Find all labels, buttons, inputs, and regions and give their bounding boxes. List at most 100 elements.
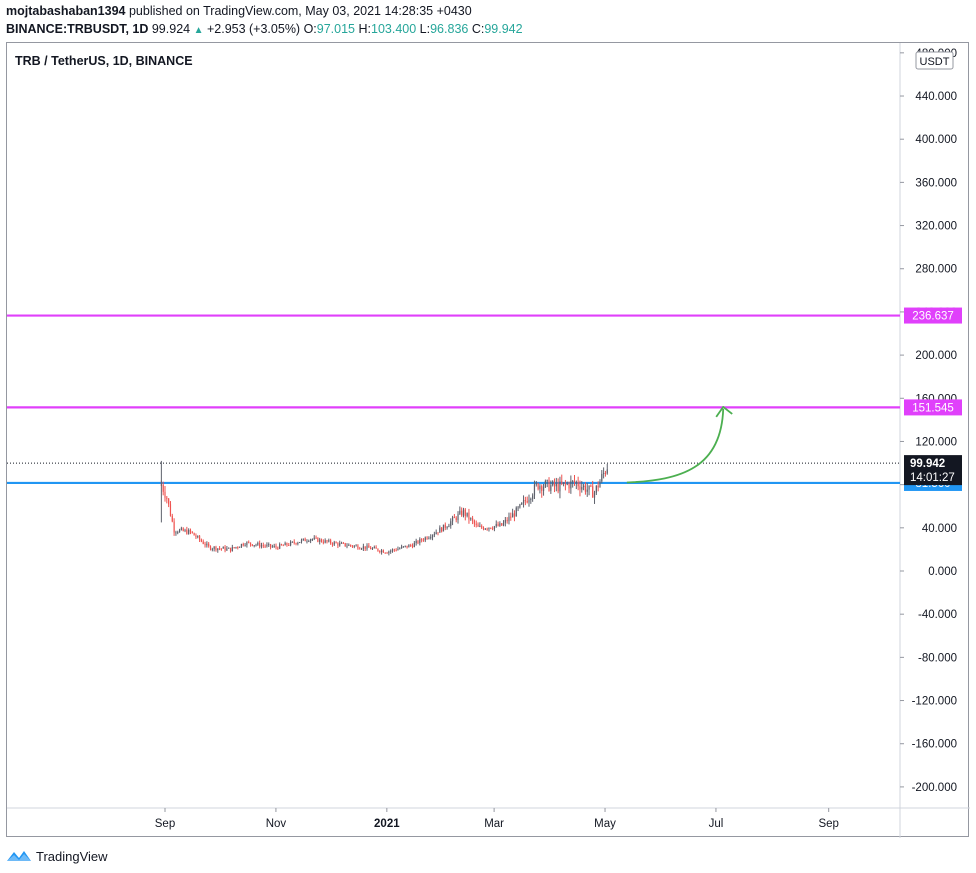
candle-body — [246, 542, 248, 546]
chart-frame[interactable]: TRB / TetherUS, 1D, BINANCE480.000440.00… — [6, 42, 970, 838]
y-tick-label: 280.000 — [915, 264, 957, 276]
y-tick-label: 320.000 — [915, 221, 957, 233]
close-value: 99.942 — [484, 22, 523, 36]
candle-body — [595, 485, 597, 493]
y-tick-label: -80.000 — [918, 652, 957, 664]
candle-body — [552, 481, 554, 486]
candle-body — [562, 482, 565, 484]
candle-body — [499, 523, 501, 526]
projection-arrow — [626, 408, 725, 484]
candle-body — [586, 489, 588, 492]
candle-body — [204, 543, 206, 546]
candle-body — [546, 480, 548, 482]
candle-body — [282, 545, 284, 547]
candle-body — [584, 485, 587, 492]
candle-body — [537, 483, 539, 490]
candle-body — [249, 542, 252, 545]
candle-body — [319, 539, 321, 542]
candle-body — [178, 529, 181, 533]
candle-body — [526, 501, 528, 503]
candle-body — [346, 545, 348, 547]
candle-body — [320, 539, 323, 542]
candle-body — [542, 486, 545, 491]
candle-body — [519, 504, 521, 508]
candle-body — [357, 545, 359, 549]
candle-body — [260, 545, 263, 547]
candle-body — [280, 544, 283, 546]
candle-body — [439, 527, 441, 533]
candle-body — [557, 483, 559, 492]
candle-body — [259, 542, 261, 547]
candle-body — [353, 545, 355, 547]
y-tick-label: 0.000 — [928, 566, 957, 578]
price-chart[interactable]: TRB / TetherUS, 1D, BINANCE480.000440.00… — [7, 43, 970, 838]
candle-body — [471, 518, 474, 521]
candle-body — [433, 534, 435, 536]
candle-body — [226, 548, 228, 551]
candle-body — [277, 547, 279, 549]
price-level-badge — [904, 399, 962, 416]
candle-body — [302, 538, 304, 540]
author-name[interactable]: mojtabashaban1394 — [6, 4, 126, 18]
candle-body — [477, 524, 479, 527]
candle-body — [322, 541, 324, 543]
candle-body — [180, 528, 182, 530]
candle-body — [311, 539, 314, 541]
x-tick-label: Jul — [709, 818, 724, 830]
candle-body — [289, 541, 292, 546]
candle-body — [360, 548, 363, 550]
candle-body — [377, 548, 379, 551]
candle-body — [570, 481, 572, 489]
candle-body — [430, 537, 432, 539]
candle-body — [593, 492, 596, 498]
footer-brand[interactable]: TradingView — [36, 848, 108, 864]
candle-body — [197, 536, 199, 538]
x-tick-label: 2021 — [374, 818, 400, 830]
price-level-badge-text: 236.637 — [912, 311, 954, 323]
candle-body — [601, 473, 603, 482]
candle-body — [442, 524, 445, 532]
candle-body — [182, 528, 184, 531]
candle-body — [493, 526, 496, 529]
candle-body — [415, 540, 417, 544]
candle-body — [539, 486, 541, 490]
candle-body — [391, 549, 394, 551]
candle-body — [504, 519, 506, 523]
candle-body — [384, 552, 386, 554]
x-tick-label: Mar — [484, 818, 504, 830]
candle-body — [191, 531, 193, 533]
candle-body — [566, 483, 568, 485]
candle-body — [217, 548, 219, 551]
candle-body — [313, 537, 315, 540]
price-level-badge-text: 151.545 — [912, 402, 954, 414]
candle-body — [242, 543, 244, 546]
y-tick-label: 120.000 — [915, 436, 957, 448]
candle-body — [324, 540, 326, 543]
candle-body — [435, 532, 437, 535]
candle-body — [235, 547, 237, 549]
candle-body — [339, 543, 341, 546]
published-text: published on TradingView.com, May 03, 20… — [128, 4, 472, 18]
candle-body — [166, 497, 168, 499]
y-tick-label: 200.000 — [915, 350, 957, 362]
candle-body — [506, 519, 508, 522]
last-price-badge — [904, 455, 962, 486]
candle-body — [573, 480, 576, 483]
candle-body — [248, 542, 250, 544]
candle-body — [240, 543, 243, 547]
candle-body — [544, 481, 546, 487]
candle-body — [424, 537, 426, 541]
symbol-label: BINANCE:TRBUSDT, 1D — [6, 22, 149, 36]
candle-body — [524, 500, 526, 502]
candle-body — [466, 512, 468, 516]
last-price-badge-text: 99.942 — [910, 458, 945, 470]
candle-body — [590, 485, 592, 487]
candle-body — [198, 536, 201, 540]
candle-body — [568, 483, 570, 489]
candle-body — [362, 546, 364, 549]
candle-body — [326, 540, 328, 542]
candle-body — [310, 539, 312, 542]
candle-body — [164, 491, 166, 498]
candle-body — [446, 527, 448, 529]
candle-body — [211, 548, 213, 550]
